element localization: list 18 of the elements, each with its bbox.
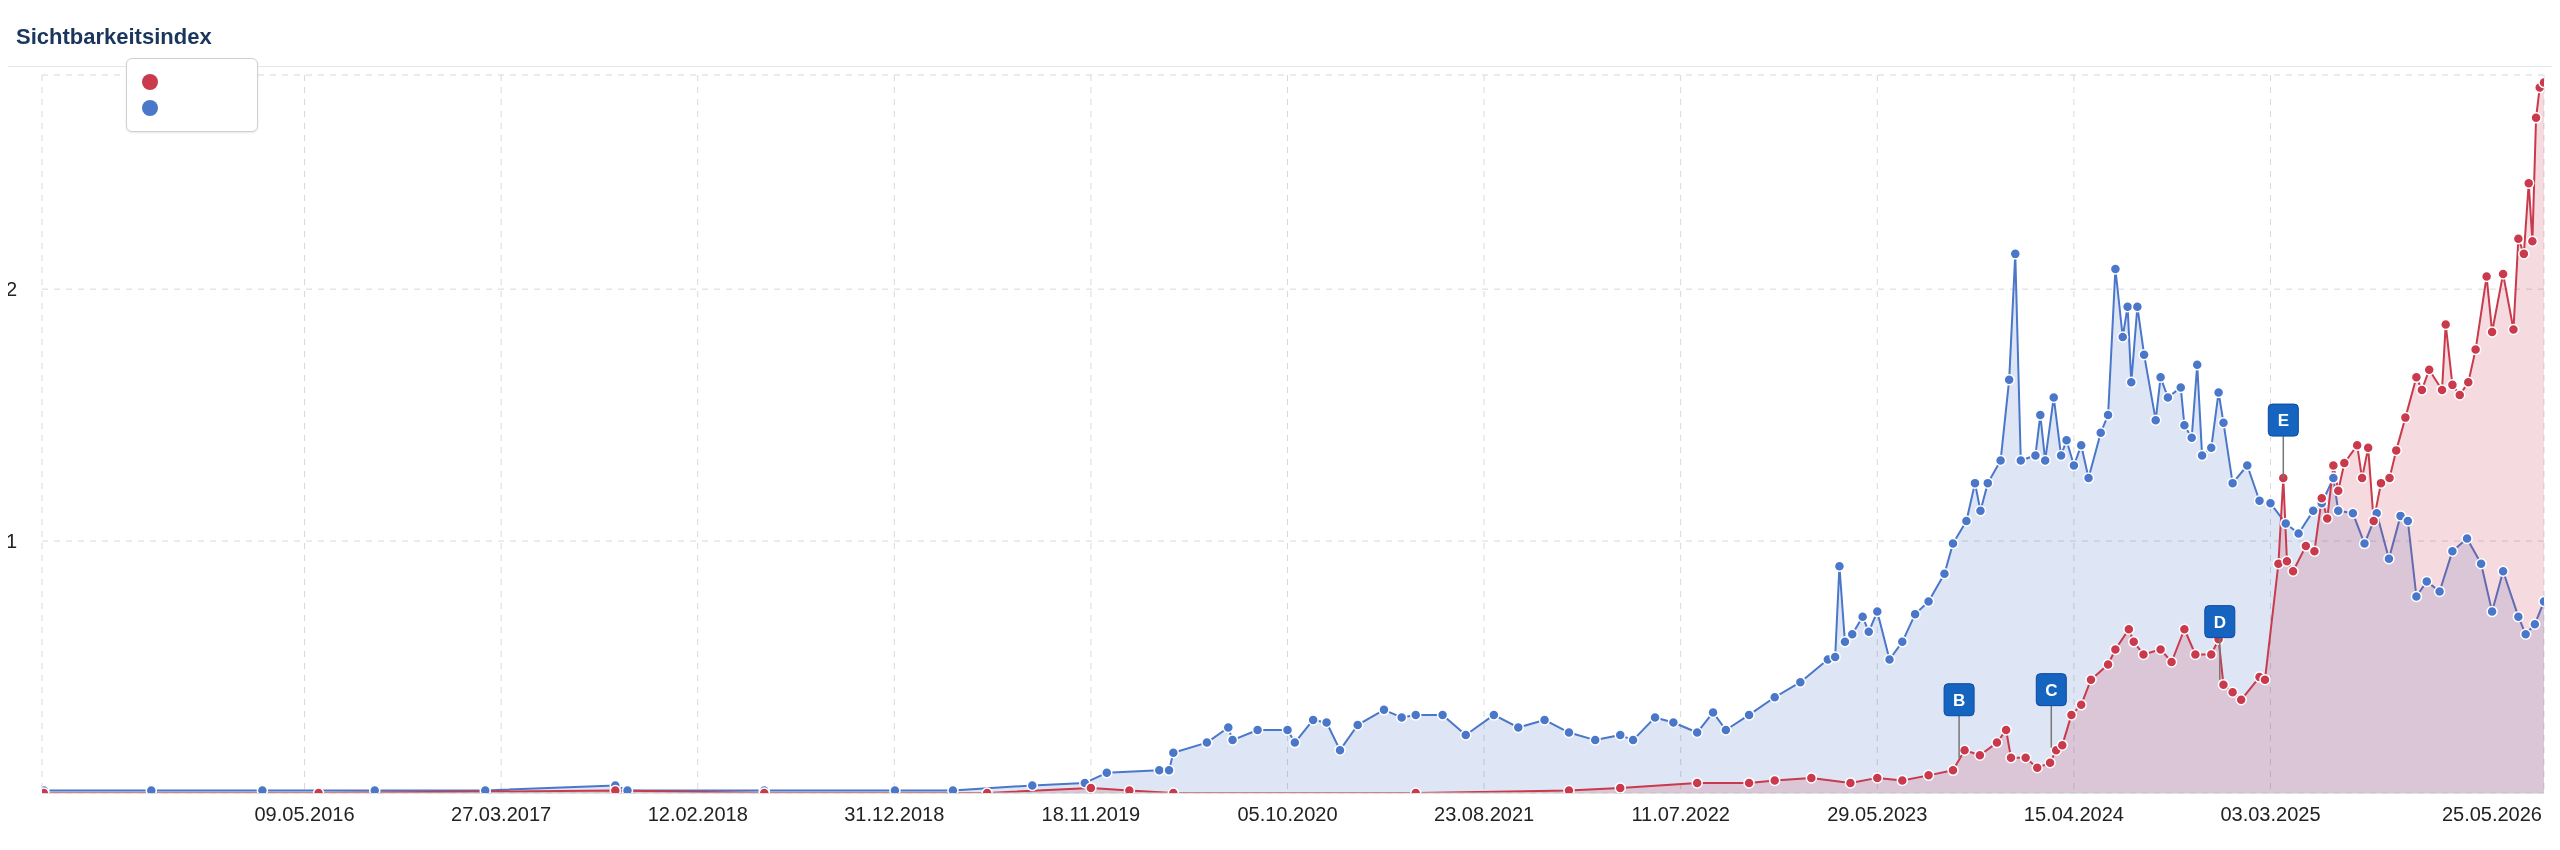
x-tick-label: 25.05.2026 xyxy=(2441,803,2542,825)
x-tick-label: 05.10.2020 xyxy=(1237,803,1338,825)
x-tick-label: 31.12.2018 xyxy=(844,803,945,825)
annotation: D xyxy=(2213,612,2226,632)
x-tick-label: 29.05.2023 xyxy=(1827,803,1928,825)
x-tick-label: 11.07.2022 xyxy=(1631,803,1731,825)
annotation: C xyxy=(2045,680,2058,700)
annotation: B xyxy=(1952,690,1966,710)
x-tick-label: 15.04.2024 xyxy=(2023,803,2124,825)
x-tick-label: 27.03.2017 xyxy=(451,803,552,825)
x-tick-label: 23.08.2021 xyxy=(1434,803,1535,825)
annotation: E xyxy=(2277,411,2289,431)
y-tick-label: 1 xyxy=(6,530,18,553)
x-tick-label: 12.02.2018 xyxy=(647,803,748,825)
x-tick-label: 03.03.2025 xyxy=(2220,803,2321,825)
x-tick-label: 18.11.2019 xyxy=(1041,803,1141,825)
chart-title: Sichtbarkeitsindex xyxy=(8,8,2552,67)
x-tick-label: 09.05.2016 xyxy=(254,803,355,825)
